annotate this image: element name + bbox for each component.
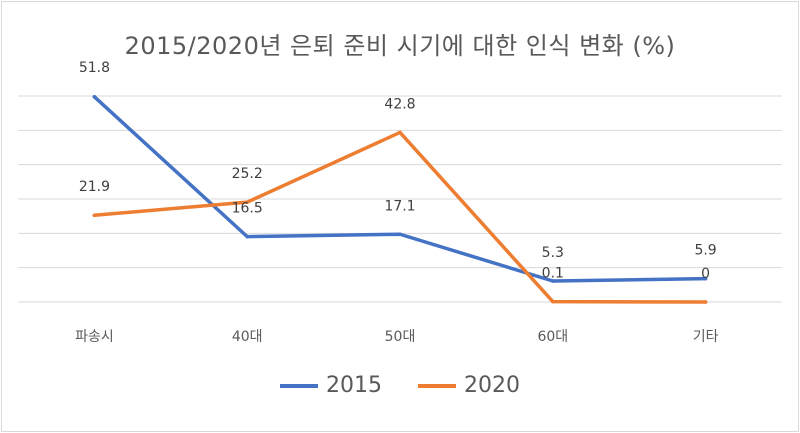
legend-label: 2020 — [464, 373, 520, 398]
x-tick-label: 60대 — [537, 329, 568, 345]
legend-item-2015: 2015 — [280, 373, 382, 398]
data-point-2015 — [551, 279, 555, 283]
data-label-2015: 17.1 — [384, 198, 415, 214]
legend-label: 2015 — [326, 373, 382, 398]
chart-title: 2015/2020년 은퇴 준비 시기에 대한 인식 변화 (%) — [124, 32, 676, 60]
data-label-2020: 25.2 — [232, 166, 263, 182]
data-point-2015 — [245, 234, 249, 239]
data-label-2015: 5.9 — [694, 243, 716, 259]
data-labels: 51.8 16.5 17.1 5.3 5.9 21.9 25.2 42.8 0.1 0 — [79, 60, 717, 282]
legend-item-2020: 2020 — [418, 373, 520, 398]
data-label-2015: 16.5 — [232, 201, 263, 217]
data-point-2020 — [551, 299, 555, 304]
x-tick-label: 50대 — [385, 329, 416, 345]
x-axis: 파송시 40대 50대 60대 기타 — [75, 329, 719, 345]
x-tick-label: 40대 — [232, 329, 263, 345]
data-label-2015: 51.8 — [79, 60, 110, 76]
legend-swatch — [418, 383, 456, 388]
series-line-2020 — [92, 130, 708, 304]
x-tick-label: 기타 — [693, 329, 719, 345]
data-point-2015 — [398, 232, 402, 237]
data-label-2020: 42.8 — [384, 96, 415, 112]
legend-swatch — [280, 383, 318, 388]
data-point-2020 — [245, 200, 249, 204]
series-lines — [92, 94, 708, 304]
series-line-2015 — [92, 95, 708, 283]
data-point-2020 — [703, 300, 708, 304]
x-tick-label: 파송시 — [75, 329, 114, 345]
data-label-2020: 0 — [701, 266, 710, 282]
data-label-2020: 21.9 — [79, 179, 110, 195]
legend: 2015 2020 — [0, 373, 800, 398]
data-point-2015 — [92, 94, 97, 99]
data-label-2020: 0.1 — [542, 266, 564, 282]
data-point-2020 — [92, 213, 97, 218]
data-point-2020 — [398, 130, 402, 135]
data-point-2015 — [703, 276, 708, 281]
data-label-2015: 5.3 — [542, 245, 564, 261]
